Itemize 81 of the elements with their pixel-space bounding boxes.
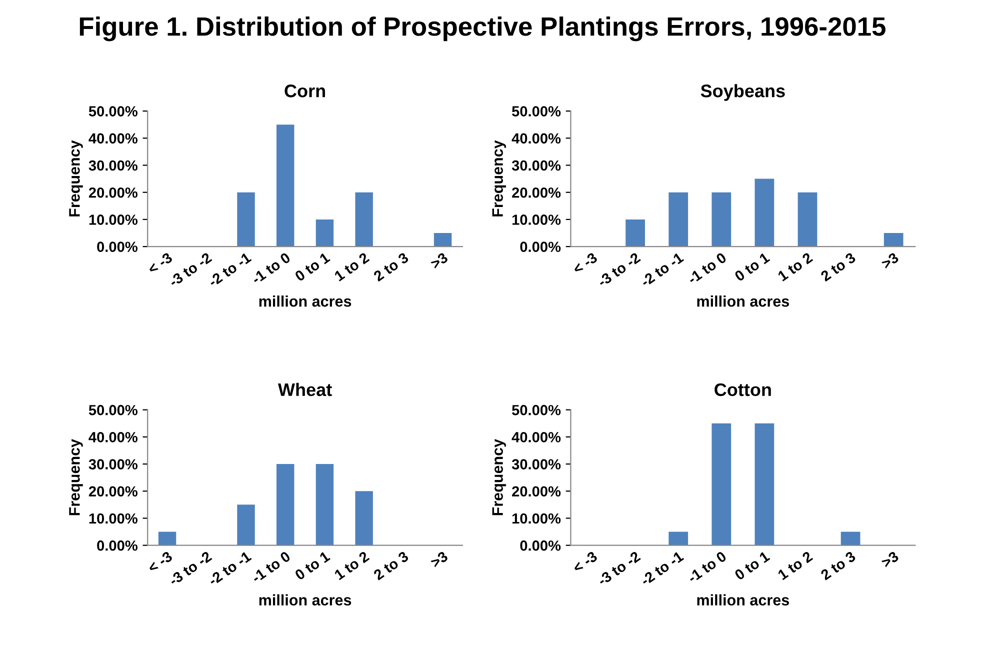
y-tick-label: 0.00% <box>520 540 561 551</box>
y-tick-label: 30.00% <box>88 459 138 470</box>
chart-title: Wheat <box>278 382 332 396</box>
y-tick-label: 30.00% <box>512 459 561 470</box>
x-axis-title: million acres <box>259 296 352 307</box>
caption: Figure 1. Distribution of Prospective Plantings Errors, 1996-2015 <box>80 16 886 42</box>
x-tick-label: -3 to -2 <box>596 252 641 288</box>
x-tick-label: 0 to 1 <box>294 550 331 580</box>
x-tick-label: -1 to 0 <box>686 550 728 584</box>
bar <box>712 192 732 247</box>
y-tick-label: 10.00% <box>512 513 561 524</box>
bar <box>884 233 904 247</box>
x-tick-label: 1 to 2 <box>777 550 814 580</box>
x-tick-label: < -3 <box>572 252 598 274</box>
x-tick-label: 2 to 3 <box>820 252 856 282</box>
x-tick-label: 1 to 2 <box>777 252 814 282</box>
x-axis-title: million acres <box>697 296 789 307</box>
y-tick-label: 50.00% <box>512 404 561 416</box>
y-axis-title: Frequency <box>69 140 83 216</box>
x-tick-label: >3 <box>430 252 449 270</box>
bar <box>158 532 176 546</box>
y-tick-label: 0.00% <box>97 540 138 551</box>
y-tick-label: 40.00% <box>512 133 561 144</box>
bar <box>434 233 452 247</box>
x-tick-label: -3 to -2 <box>596 550 641 586</box>
x-axis-title: million acres <box>259 594 352 606</box>
chart-title: Cotton <box>714 383 771 396</box>
x-tick-label: -1 to 0 <box>250 252 292 284</box>
x-tick-label: < -3 <box>147 252 174 274</box>
y-tick-label: 20.00% <box>88 187 138 198</box>
x-tick-label: >3 <box>430 550 449 568</box>
x-tick-label: >3 <box>880 252 900 270</box>
bar <box>668 192 688 247</box>
bar <box>237 504 255 546</box>
y-tick-label: 20.00% <box>512 486 561 497</box>
bar <box>276 124 294 247</box>
y-tick-label: 0.00% <box>97 242 138 252</box>
x-tick-label: -1 to 0 <box>250 550 292 584</box>
bar <box>355 192 373 247</box>
bar <box>754 178 774 247</box>
x-tick-label: >3 <box>880 550 900 568</box>
bar <box>276 464 294 546</box>
y-tick-label: 0.00% <box>520 242 561 252</box>
x-tick-label: < -3 <box>147 550 174 574</box>
bar <box>237 192 255 247</box>
x-tick-label: 1 to 2 <box>334 550 370 580</box>
bar <box>316 219 334 247</box>
y-tick-label: 10.00% <box>89 214 138 225</box>
bar <box>316 464 334 546</box>
x-tick-label: 0 to 1 <box>734 550 770 580</box>
x-tick-label: 2 to 3 <box>372 550 410 581</box>
x-tick-label: 2 to 3 <box>820 550 856 581</box>
chart-title: Soybeans <box>700 84 785 101</box>
x-tick-label: -2 to -1 <box>640 252 684 288</box>
y-tick-label: 30.00% <box>88 160 138 171</box>
x-tick-label: 0 to 1 <box>294 252 331 282</box>
x-tick-label: 0 to 1 <box>734 252 770 282</box>
y-tick-label: 40.00% <box>88 133 138 144</box>
x-tick-label: 2 to 3 <box>372 252 410 282</box>
y-tick-label: 50.00% <box>88 404 138 416</box>
y-tick-label: 50.00% <box>512 106 561 116</box>
y-tick-label: 10.00% <box>89 513 138 524</box>
bar <box>626 219 645 247</box>
y-tick-label: 50.00% <box>88 106 138 116</box>
chart-title: Corn <box>284 84 325 98</box>
x-axis-title: million acres <box>697 594 789 606</box>
y-tick-label: 40.00% <box>88 432 138 442</box>
x-tick-label: -2 to -1 <box>640 550 684 586</box>
y-tick-label: 30.00% <box>512 160 561 171</box>
bar <box>355 491 373 546</box>
x-tick-label: -1 to 0 <box>686 252 728 284</box>
x-tick-label: < -3 <box>572 550 598 574</box>
x-tick-label: 1 to 2 <box>334 252 370 282</box>
y-tick-label: 20.00% <box>88 486 138 497</box>
bar <box>798 192 818 247</box>
y-tick-label: 10.00% <box>512 214 561 225</box>
y-tick-label: 20.00% <box>512 187 561 198</box>
y-axis-title: Frequency <box>69 439 83 516</box>
y-axis-title: Frequency <box>492 140 506 216</box>
y-axis-title: Frequency <box>492 439 506 516</box>
y-tick-label: 40.00% <box>512 432 561 442</box>
